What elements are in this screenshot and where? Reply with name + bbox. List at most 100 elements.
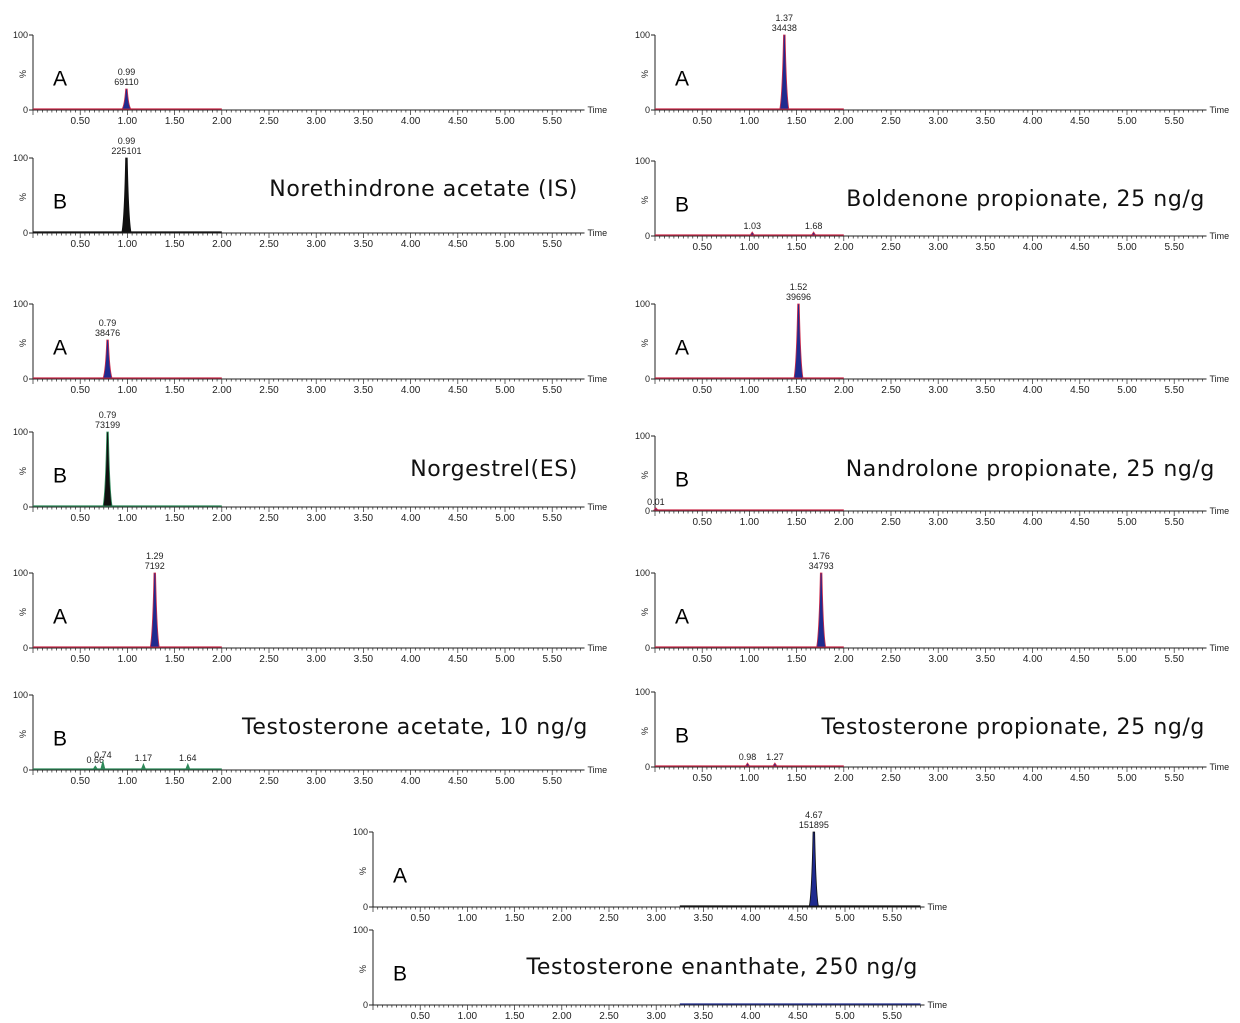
x-tick-label: 5.00: [1117, 517, 1137, 528]
trace-b: 100 0% 0.50 1.00 1.50 2.00 2.50 3.00 3.50 4.00 4.5…: [635, 431, 1229, 528]
x-tick-label: 5.00: [495, 116, 515, 127]
minor-peak: [652, 507, 659, 511]
y-tick-label: 100: [635, 299, 650, 309]
peak-rt-label: 1.76: [812, 551, 830, 561]
x-tick-label: 0.50: [70, 239, 90, 250]
x-tick-label: 1.00: [740, 242, 760, 253]
compound-label: Boldenone propionate, 25 ng/g: [846, 187, 1205, 212]
x-tick-label: 1.50: [505, 1011, 525, 1022]
x-tick-label: 0.50: [410, 913, 430, 924]
x-tick-label: 4.00: [401, 776, 421, 787]
y-axis-title: %: [358, 965, 368, 973]
x-tick-label: 1.00: [118, 513, 138, 524]
x-tick-label: 2.50: [881, 385, 901, 396]
x-tick-label: 3.50: [694, 913, 714, 924]
y-axis-title: %: [640, 727, 650, 735]
x-tick-label: 2.00: [834, 773, 854, 784]
x-tick-label: 3.50: [976, 116, 996, 127]
x-tick-label: 5.50: [882, 1011, 902, 1022]
minor-peak-label: 1.27: [766, 752, 784, 762]
x-tick-label: 4.00: [401, 116, 421, 127]
minor-peak: [100, 760, 106, 770]
x-tick-label: 2.50: [881, 116, 901, 127]
y-tick-label: 100: [635, 431, 650, 441]
x-tick-label: 5.50: [1164, 116, 1184, 127]
x-tick-label: 4.00: [1023, 116, 1043, 127]
y-axis-title: %: [18, 467, 28, 475]
x-tick-label: 4.00: [741, 1011, 761, 1022]
chromatogram-peak: [779, 34, 790, 110]
y-tick-label: 100: [635, 30, 650, 40]
x-tick-label: 4.50: [1070, 654, 1090, 665]
x-tick-label: 5.50: [542, 116, 562, 127]
x-tick-label: 5.00: [1117, 116, 1137, 127]
peak-area-label: 69110: [114, 77, 138, 87]
x-axis-title: Time: [1210, 643, 1230, 653]
x-tick-label: 2.50: [881, 654, 901, 665]
chromatogram-peak: [102, 431, 113, 507]
minor-peak-label: 0.74: [94, 750, 112, 760]
y-tick-label: 0: [23, 228, 28, 238]
x-tick-label: 2.50: [259, 654, 279, 665]
y-tick-label: 100: [635, 687, 650, 697]
x-tick-label: 3.00: [928, 116, 948, 127]
x-tick-label: 1.50: [165, 239, 185, 250]
peak-area-label: 225101: [111, 146, 141, 156]
minor-peak: [772, 762, 778, 767]
x-tick-label: 3.00: [928, 385, 948, 396]
x-tick-label: 2.00: [834, 654, 854, 665]
x-tick-label: 2.50: [881, 242, 901, 253]
x-tick-label: 5.50: [542, 239, 562, 250]
x-tick-label: 1.50: [165, 116, 185, 127]
x-tick-label: 1.00: [118, 385, 138, 396]
x-tick-label: 5.00: [495, 776, 515, 787]
x-axis-title: Time: [588, 228, 608, 238]
x-tick-label: 2.00: [834, 517, 854, 528]
x-tick-label: 1.50: [165, 385, 185, 396]
chromatogram-panel: 100 0% 0.50 1.00 1.50 2.00 2.50 3.00 3.50 4.00 4.5…: [635, 13, 1229, 253]
x-tick-label: 4.00: [1023, 242, 1043, 253]
x-tick-label: 5.00: [835, 1011, 855, 1022]
x-tick-label: 1.00: [740, 773, 760, 784]
trace-a: 100 0% 0.50 1.00 1.50 2.00 2.50 3.00 3.50 4.00 4.5…: [635, 551, 1229, 665]
peak-area-label: 34438: [772, 23, 797, 33]
minor-peak-label: 0.01: [647, 497, 665, 507]
x-tick-label: 4.00: [401, 654, 421, 665]
y-tick-label: 100: [13, 299, 28, 309]
minor-peak-label: 1.64: [179, 753, 197, 763]
trace-label: B: [675, 725, 689, 748]
x-tick-label: 3.00: [306, 239, 326, 250]
trace-label: A: [675, 337, 689, 360]
x-tick-label: 4.50: [448, 776, 468, 787]
trace-a: 100 0% 0.50 1.00 1.50 2.00 2.50 3.00 3.50 4.00 4.5…: [635, 282, 1229, 396]
x-tick-label: 3.50: [354, 654, 374, 665]
x-tick-label: 2.00: [212, 776, 232, 787]
x-axis-title: Time: [1210, 374, 1230, 384]
x-tick-label: 4.00: [1023, 517, 1043, 528]
x-tick-label: 3.50: [976, 517, 996, 528]
y-tick-label: 0: [645, 762, 650, 772]
x-tick-label: 2.00: [212, 385, 232, 396]
y-tick-label: 100: [635, 568, 650, 578]
y-tick-label: 0: [363, 1000, 368, 1010]
y-tick-label: 0: [645, 643, 650, 653]
trace-a: 100 0% 0.50 1.00 1.50 2.00 2.50 3.00 3.50 4.00 4.5…: [13, 551, 607, 665]
chromatogram-peak: [816, 572, 827, 648]
x-tick-label: 5.00: [1117, 242, 1137, 253]
y-axis-title: %: [640, 196, 650, 204]
x-tick-label: 4.00: [1023, 773, 1043, 784]
minor-peak: [810, 231, 817, 236]
y-tick-label: 100: [353, 925, 368, 935]
x-tick-label: 4.50: [788, 1011, 808, 1022]
y-axis-title: %: [640, 339, 650, 347]
minor-peak-label: 1.68: [805, 221, 823, 231]
y-tick-label: 100: [13, 568, 28, 578]
x-tick-label: 0.50: [410, 1011, 430, 1022]
y-tick-label: 100: [13, 30, 28, 40]
x-tick-label: 2.50: [259, 513, 279, 524]
y-tick-label: 0: [23, 374, 28, 384]
compound-label: Testosterone enanthate, 250 ng/g: [526, 955, 918, 980]
x-axis-title: Time: [928, 1000, 948, 1010]
trace-label: A: [53, 606, 67, 629]
trace-b: 100 0% 0.50 1.00 1.50 2.00 2.50 3.00 3.50 4.00 4.5…: [635, 156, 1229, 253]
